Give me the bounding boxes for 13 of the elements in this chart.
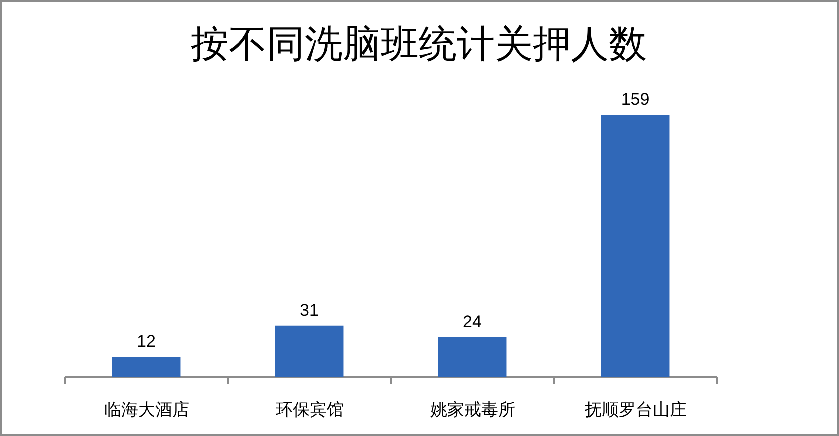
data-label: 12 (137, 332, 156, 352)
x-tick-label: 抚顺罗台山庄 (584, 400, 687, 420)
x-tick-label: 临海大酒店 (104, 400, 190, 420)
data-label: 31 (300, 300, 319, 320)
x-tick-label: 姚家戒毒所 (430, 400, 516, 420)
bar (438, 337, 507, 377)
data-label: 24 (463, 312, 482, 332)
bar (275, 326, 344, 377)
x-tick-label: 环保宾馆 (276, 400, 344, 420)
bar (112, 357, 181, 377)
data-label: 159 (621, 90, 650, 109)
bar (601, 115, 670, 377)
chart-title: 按不同洗脑班统计关押人数 (191, 22, 647, 66)
